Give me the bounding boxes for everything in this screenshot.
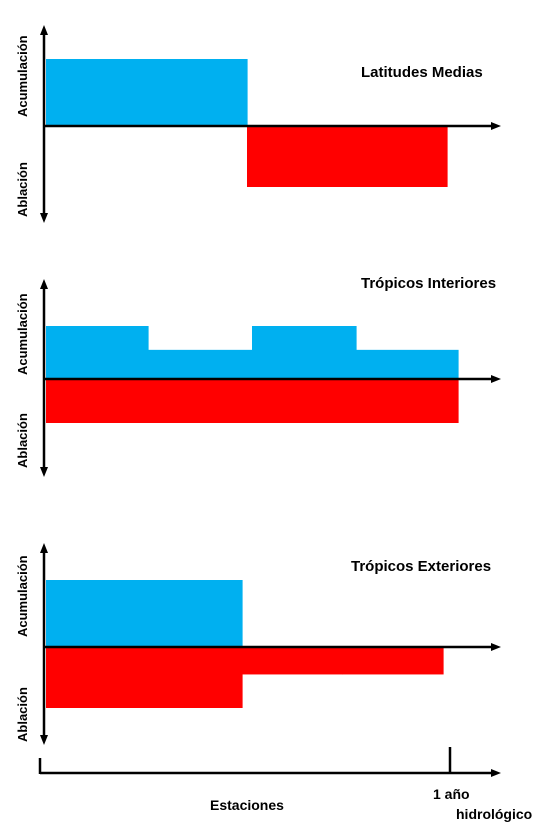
year-label-line1: 1 año: [433, 786, 470, 802]
panel-2-ablation-bar-4: [356, 379, 459, 423]
panel-2-bars: [46, 326, 459, 423]
panel-2-ablation-bar-2: [148, 379, 253, 423]
panel-2-accumulation-bar-2: [148, 349, 253, 379]
panel-3-ablation-bar-4: [342, 647, 444, 675]
panel-1-bars: [46, 59, 448, 187]
panel-2-accumulation-bar-3: [252, 326, 357, 379]
panel-1-accumulation-bar-2: [146, 59, 248, 126]
panel-3-bars: [46, 580, 444, 708]
panel-3-ablation-label: Ablación: [15, 687, 30, 742]
panel-2-accumulation-bar-4: [356, 349, 459, 379]
panel-tropicos-interiores: Trópicos Interiores Acumulación Ablación: [15, 275, 501, 477]
panel-3-accumulation-bar-1: [46, 580, 145, 647]
panel-2-accumulation-bar-1: [46, 326, 149, 379]
panel-2-ablation-label: Ablación: [15, 413, 30, 468]
panel-2-ablation-bar-3: [252, 379, 357, 423]
panel-3-accumulation-label: Acumulación: [15, 555, 30, 637]
panel-latitudes-medias: Latitudes Medias Acumulación Ablación: [15, 25, 501, 223]
year-label-line2: hidrológico: [456, 806, 532, 822]
panel-3-ablation-bar-1: [46, 647, 145, 708]
panel-1-accumulation-label: Acumulación: [15, 35, 30, 117]
panel-3-ablation-bar-3: [242, 647, 343, 675]
seasons-axis: Estaciones 1 año hidrológico: [38, 747, 532, 822]
panel-3-ablation-bar-2: [144, 647, 243, 708]
panel-1-accumulation-bar-1: [46, 59, 147, 126]
panel-1-title: Latitudes Medias: [361, 64, 483, 81]
panel-tropicos-exteriores: Trópicos Exteriores Acumulación Ablación: [15, 543, 501, 745]
panel-2-ablation-bar-1: [46, 379, 149, 423]
panel-1-ablation-bar-3: [247, 126, 348, 187]
panel-2-title: Trópicos Interiores: [361, 275, 496, 292]
panel-1-ablation-label: Ablación: [15, 162, 30, 217]
seasons-axis-label: Estaciones: [210, 797, 284, 813]
panel-3-title: Trópicos Exteriores: [351, 558, 491, 575]
panel-1-ablation-bar-4: [347, 126, 448, 187]
panel-3-accumulation-bar-2: [144, 580, 243, 647]
panel-2-accumulation-label: Acumulación: [15, 293, 30, 375]
